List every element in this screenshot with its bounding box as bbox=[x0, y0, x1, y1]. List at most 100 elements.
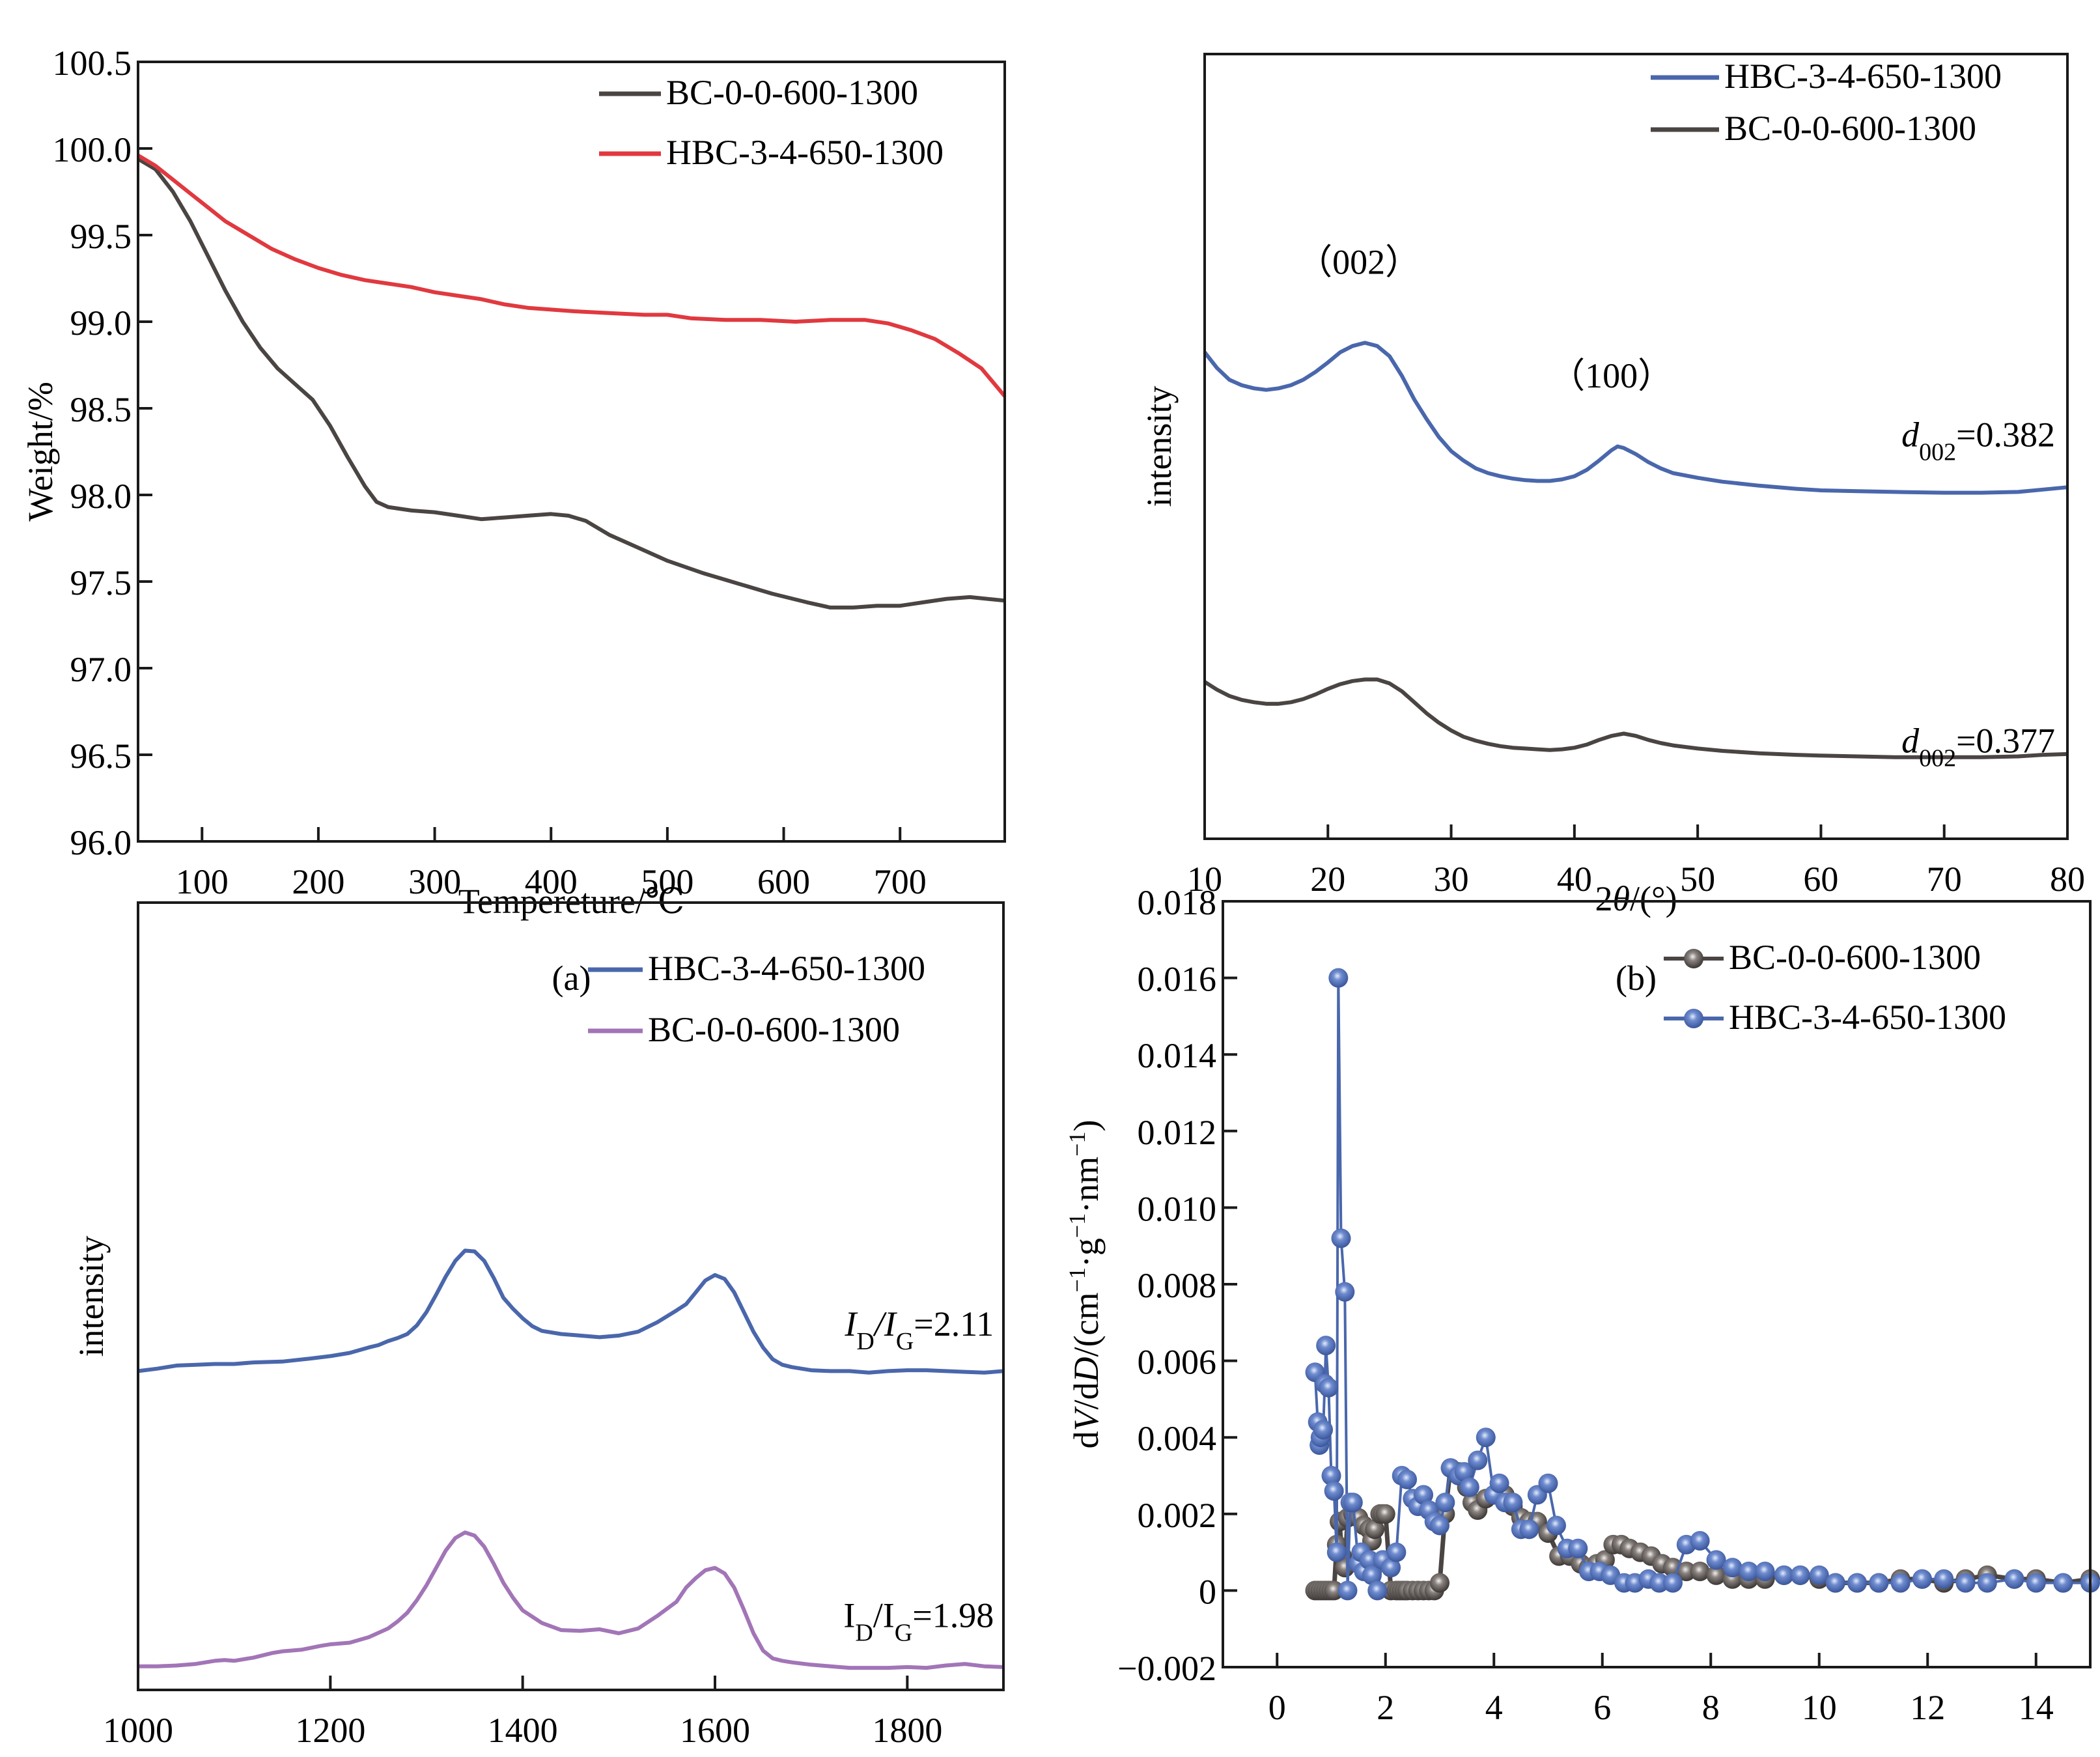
data-point bbox=[1774, 1565, 1794, 1585]
data-point bbox=[1468, 1450, 1488, 1470]
y-tick-label: 100.5 bbox=[53, 44, 132, 83]
panel-b-annotations: （002） （100） d002=0.382 d002=0.377 bbox=[1297, 242, 2055, 772]
data-point bbox=[1538, 1473, 1558, 1493]
x-tick-label: 10 bbox=[1802, 1688, 1837, 1727]
data-point bbox=[1321, 1466, 1341, 1485]
panel-c-plot-area bbox=[137, 1248, 1004, 1670]
panel-b-frame bbox=[1203, 53, 2069, 840]
panel-a-tga-chart: 100 200 300 400 500 600 700 96.0 96.5 97.0 97.5 98.… bbox=[21, 44, 1007, 998]
x-tick-label: 2 bbox=[1377, 1688, 1394, 1727]
d-spacing-annotation: d002=0.377 bbox=[1901, 721, 2055, 772]
y-tick-label: 0.014 bbox=[1138, 1036, 1217, 1075]
x-tick-label: 200 bbox=[292, 862, 344, 901]
x-tick-label: 8 bbox=[1702, 1688, 1720, 1727]
y-tick-label: 0 bbox=[1199, 1572, 1216, 1611]
data-point bbox=[1343, 1493, 1363, 1513]
legend-marker bbox=[1684, 949, 1703, 968]
x-tick-label: 1600 bbox=[680, 1711, 750, 1750]
x-tick-label: 1800 bbox=[872, 1711, 942, 1750]
data-point bbox=[1676, 1562, 1696, 1581]
data-point bbox=[1337, 1581, 1358, 1601]
data-point bbox=[2053, 1573, 2073, 1593]
data-point bbox=[1934, 1569, 1954, 1589]
data-point bbox=[1706, 1550, 1726, 1570]
data-point bbox=[1519, 1519, 1539, 1539]
x-tick-label: 0 bbox=[1268, 1688, 1286, 1727]
data-point bbox=[1739, 1562, 1759, 1581]
data-point bbox=[1649, 1573, 1670, 1593]
x-tick-label: 1400 bbox=[488, 1711, 558, 1750]
data-point bbox=[1790, 1565, 1810, 1585]
series-line-HBC-3-4-650-1300 bbox=[137, 154, 1007, 398]
panel-d-plot-area bbox=[1305, 968, 2100, 1601]
data-point bbox=[1706, 1565, 1726, 1585]
y-tick-label: 0.008 bbox=[1138, 1266, 1217, 1305]
data-point bbox=[1489, 1473, 1509, 1493]
data-point bbox=[1662, 1573, 1683, 1593]
x-tick-label: 60 bbox=[1803, 860, 1838, 899]
legend-label: BC-0-0-600-1300 bbox=[1724, 109, 1976, 148]
panel-a-legend: BC-0-0-600-1300 HBC-3-4-650-1300 bbox=[599, 73, 944, 172]
data-point bbox=[1890, 1573, 1911, 1593]
y-tick-label: 98.0 bbox=[70, 477, 132, 516]
panel-b-legend: HBC-3-4-650-1300 BC-0-0-600-1300 bbox=[1651, 57, 2002, 148]
data-point bbox=[1365, 1519, 1385, 1539]
y-tick-label: −0.002 bbox=[1117, 1649, 1216, 1688]
data-point bbox=[1335, 1282, 1355, 1302]
data-point bbox=[1546, 1515, 1566, 1536]
intensity-ratio-annotation: ID/IG=2.11 bbox=[844, 1304, 994, 1355]
data-point bbox=[1319, 1377, 1339, 1398]
y-tick-label: 0.018 bbox=[1138, 883, 1217, 922]
data-point bbox=[1847, 1573, 1868, 1593]
data-point bbox=[1912, 1569, 1932, 1589]
y-tick-label: 0.004 bbox=[1138, 1419, 1217, 1458]
y-tick-label: 0.002 bbox=[1138, 1496, 1217, 1535]
x-tick-label: 40 bbox=[1557, 860, 1592, 899]
y-tick-label: 96.0 bbox=[70, 823, 132, 862]
x-tick-label: 500 bbox=[641, 862, 693, 901]
data-point bbox=[1324, 1481, 1344, 1501]
panel-d-pore-size-chart: 0 2 4 6 8 10 12 14 −0.002 0 0.002 0.004 0.006 0.008 0.… bbox=[1064, 883, 2100, 1727]
panel-c-annotations: ID/IG=2.11 ID/IG=1.98 bbox=[843, 1304, 994, 1646]
x-tick-label: 20 bbox=[1310, 860, 1345, 899]
x-tick-label: 100 bbox=[176, 862, 229, 901]
panel-a-frame bbox=[137, 61, 1006, 843]
x-tick-label: 12 bbox=[1910, 1688, 1945, 1727]
series-line-BC-0-0-600-1300 bbox=[138, 1530, 1004, 1670]
x-tick-label: 400 bbox=[525, 862, 578, 901]
panel-a-plot-area bbox=[137, 154, 1007, 610]
x-tick-label: 300 bbox=[408, 862, 461, 901]
data-point bbox=[1316, 1336, 1336, 1356]
y-tick-label: 0.012 bbox=[1138, 1113, 1217, 1152]
data-point bbox=[1454, 1462, 1474, 1482]
x-tick-label: 700 bbox=[874, 862, 927, 901]
panel-b-x-axis-label: 2θ/(°) bbox=[1595, 879, 1677, 918]
panel-a-ticks: 100 200 300 400 500 600 700 96.0 96.5 97.0 97.5 98.… bbox=[53, 44, 927, 901]
legend-label: HBC-3-4-650-1300 bbox=[1724, 57, 2002, 96]
data-point bbox=[1359, 1550, 1379, 1570]
panel-a-label: (a) bbox=[552, 959, 591, 998]
data-point bbox=[1503, 1493, 1523, 1513]
data-point bbox=[1397, 1469, 1418, 1489]
series-line-HBC-3-4-650-1300 bbox=[1203, 341, 2068, 495]
x-tick-label: 30 bbox=[1434, 860, 1469, 899]
legend-label: HBC-3-4-650-1300 bbox=[666, 133, 944, 172]
legend-label: HBC-3-4-650-1300 bbox=[648, 949, 925, 988]
data-point bbox=[1430, 1573, 1449, 1593]
x-tick-label: 6 bbox=[1593, 1688, 1611, 1727]
y-tick-label: 100.0 bbox=[53, 130, 132, 169]
data-point bbox=[1386, 1542, 1407, 1562]
y-tick-label: 99.5 bbox=[70, 217, 132, 256]
peak-annotation: （002） bbox=[1297, 242, 1420, 281]
y-tick-label: 99.0 bbox=[70, 303, 132, 343]
x-tick-label: 1200 bbox=[295, 1711, 365, 1750]
peak-annotation: （100） bbox=[1550, 356, 1673, 395]
data-point bbox=[1328, 968, 1349, 988]
panel-a-y-axis-label: Weight/% bbox=[21, 382, 60, 522]
data-point bbox=[1690, 1530, 1710, 1551]
panel-c-frame bbox=[137, 901, 1005, 1691]
data-point bbox=[1367, 1581, 1388, 1601]
panel-d-ticks: 0 2 4 6 8 10 12 14 −0.002 0 0.002 0.004 0.006 0.008 0.… bbox=[1117, 883, 2054, 1727]
